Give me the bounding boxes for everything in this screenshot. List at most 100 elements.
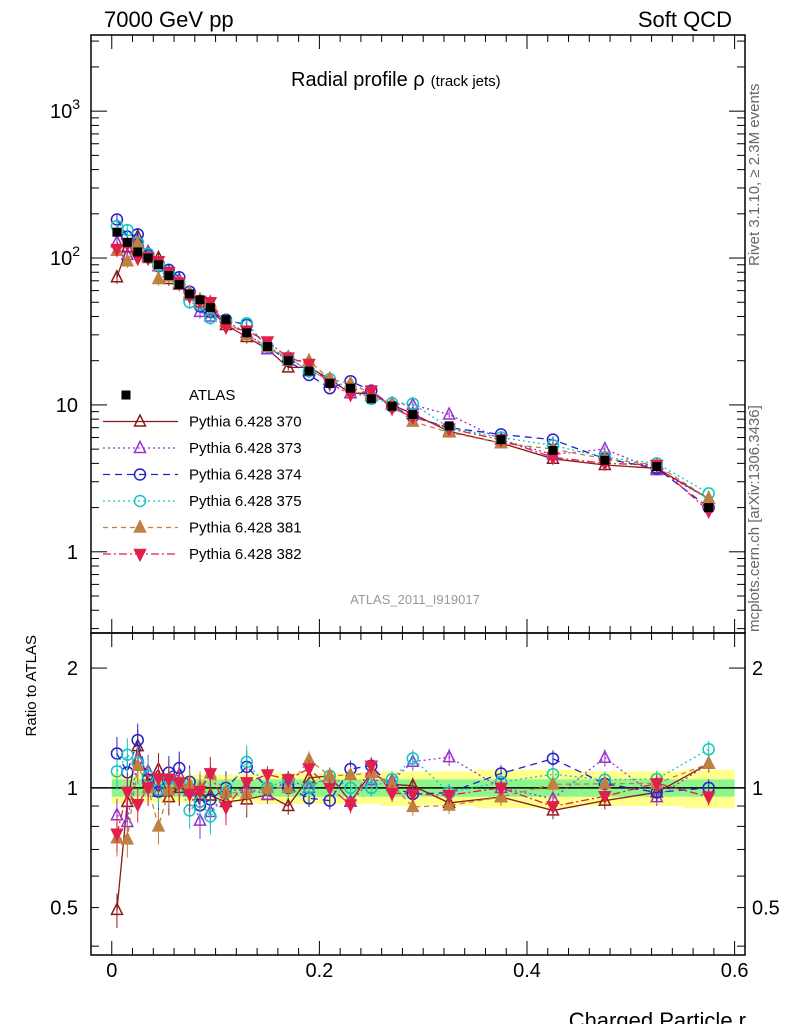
atlas-point <box>174 280 184 290</box>
series-line <box>116 219 710 509</box>
ratio-point <box>701 755 716 769</box>
ratio-point <box>364 760 378 774</box>
atlas-point <box>408 410 418 420</box>
ratio-point <box>546 776 560 790</box>
atlas-point <box>548 445 558 455</box>
header-right-label: Soft QCD <box>637 7 732 32</box>
atlas-point <box>444 421 454 431</box>
atlas-point <box>185 289 195 299</box>
ratio-point <box>546 801 560 815</box>
atlas-point <box>704 503 714 513</box>
atlas-point <box>205 303 215 313</box>
atlas-point <box>133 247 143 257</box>
ratio-point <box>343 766 358 781</box>
ratio-point <box>598 792 612 806</box>
atlas-point <box>242 328 252 338</box>
data-point <box>204 311 217 325</box>
atlas-point <box>304 366 314 376</box>
legend-marker <box>133 519 147 533</box>
ratio-y-tick-label-right: 0.5 <box>752 898 780 920</box>
atlas-point <box>325 378 335 388</box>
legend-entry-2: Pythia 6.428 373 <box>103 439 302 457</box>
axes: 0 0.2 0.4 0.6 1 10 102 103 0.5 0.5 1 1 2 2 <box>50 34 780 982</box>
ratio-point <box>302 781 316 795</box>
ratio-point <box>598 749 612 763</box>
legend-marker <box>133 468 147 481</box>
y-tick-label: 10 <box>56 395 78 417</box>
ratio-point <box>151 773 166 787</box>
ratio-y-tick-label: 0.5 <box>50 898 78 920</box>
ratio-point <box>162 773 176 788</box>
legend-marker <box>133 413 147 427</box>
atlas-point <box>143 253 153 263</box>
atlas-point <box>283 356 293 366</box>
ratio-point <box>240 777 254 791</box>
atlas-point <box>652 462 662 472</box>
legend-marker <box>133 494 147 508</box>
main-frame <box>90 34 746 634</box>
data-point <box>406 397 420 410</box>
ratio-point <box>406 752 420 765</box>
ratio-y-axis-label: Ratio to ATLAS <box>23 635 40 736</box>
ratio-point <box>110 901 124 916</box>
legend-label: Pythia 6.428 370 <box>189 414 302 431</box>
ratio-y-tick-label-right: 1 <box>752 778 763 800</box>
ratio-point <box>442 748 456 763</box>
data-point <box>364 385 378 399</box>
ratio-line <box>116 758 709 841</box>
data-point <box>151 270 166 285</box>
ratio-y-tick-label-right: 2 <box>752 658 763 680</box>
ratio-point <box>172 777 186 791</box>
ratio-point <box>598 791 612 805</box>
ratio-point <box>204 810 217 823</box>
legend-entry-6: Pythia 6.428 382 <box>103 546 302 563</box>
atlas-point <box>366 394 376 404</box>
legend-marker <box>121 390 131 400</box>
legend: ATLAS Pythia 6.428 370 Pythia 6.428 373 Pyt… <box>103 387 302 563</box>
ratio-line <box>116 756 710 824</box>
atlas-point <box>153 260 163 270</box>
ratio-point <box>365 781 378 795</box>
atlas-point <box>346 383 356 393</box>
ratio-point <box>219 801 233 816</box>
ratio-point <box>120 831 135 845</box>
x-tick-label: 0 <box>106 960 117 982</box>
legend-label: ATLAS <box>189 387 235 404</box>
ratio-y-tick-label: 2 <box>67 658 78 680</box>
series-2 <box>110 233 716 841</box>
series-line <box>116 235 710 500</box>
ratio-point <box>131 757 145 771</box>
legend-entry-3: Pythia 6.428 374 <box>103 467 302 484</box>
ratio-point <box>151 818 166 832</box>
atlas-point <box>112 227 122 237</box>
ratio-point <box>193 785 207 800</box>
ratio-point <box>203 768 218 782</box>
legend-label: Pythia 6.428 373 <box>189 440 302 457</box>
series-layer <box>110 213 716 929</box>
ratio-point <box>343 799 358 813</box>
ratio-point <box>131 733 144 747</box>
ratio-point <box>182 788 197 803</box>
mcplots-label: mcplots.cern.ch [arXiv:1306.3436] <box>746 405 763 632</box>
atlas-point <box>195 295 205 305</box>
legend-entry-1: Pythia 6.428 370 <box>103 413 302 431</box>
legend-marker <box>133 548 147 563</box>
atlas-point <box>221 315 231 325</box>
ratio-point <box>494 782 508 797</box>
ratio-line <box>116 764 709 834</box>
series-1 <box>110 228 716 929</box>
series-atlas <box>112 227 714 513</box>
legend-entry-atlas: ATLAS <box>121 387 235 404</box>
legend-entry-5: Pythia 6.428 381 <box>103 519 302 537</box>
analysis-label: ATLAS_2011_I919017 <box>350 592 480 607</box>
legend-label: Pythia 6.428 375 <box>189 493 302 510</box>
x-axis-label: Charged Particle r <box>569 1008 746 1024</box>
y-tick-label: 1 <box>67 542 78 564</box>
ratio-point <box>193 812 207 826</box>
atlas-point <box>164 271 174 281</box>
ratio-point <box>120 786 135 801</box>
ratio-point <box>442 797 456 811</box>
ratio-point <box>546 752 560 765</box>
legend-entry-4: Pythia 6.428 375 <box>103 493 302 510</box>
